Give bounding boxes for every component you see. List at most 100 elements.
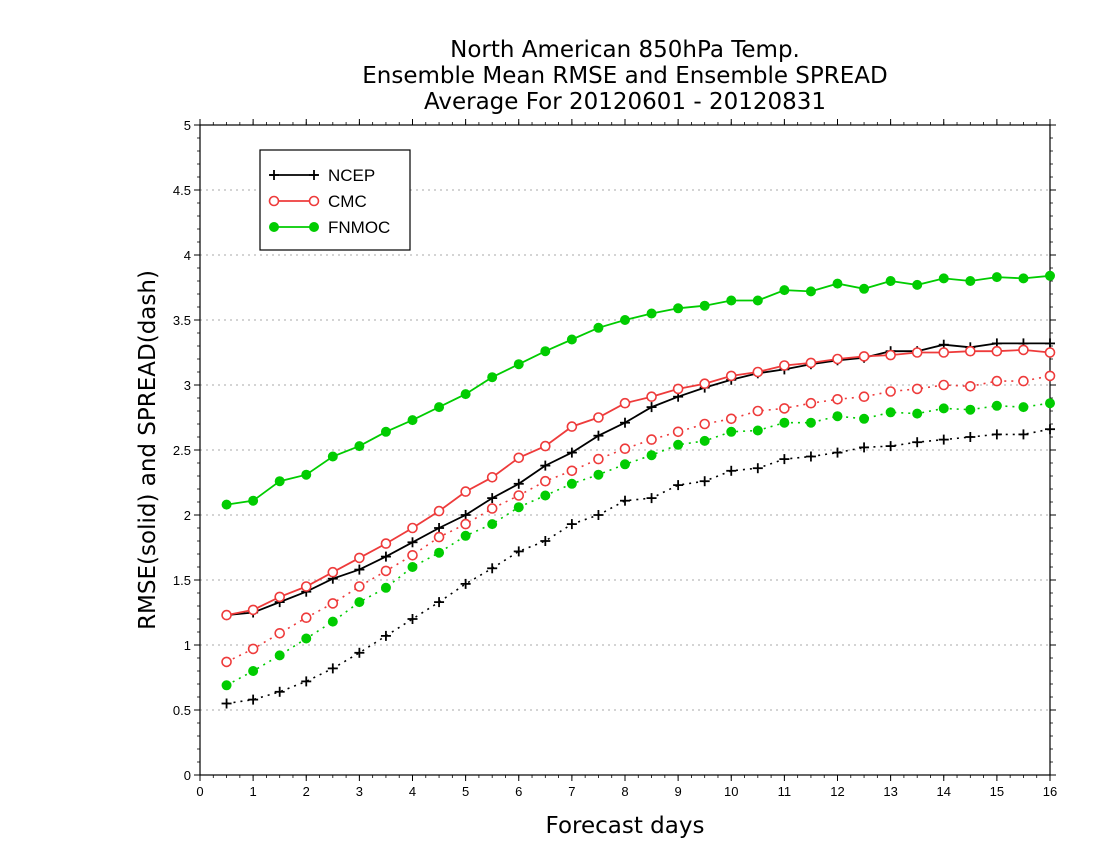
x-tick-label-0: 0 [196,784,203,799]
point-fnmoc-spread-31 [1045,398,1055,409]
point-ncep-spread-14 [593,510,604,520]
legend-box [259,149,411,251]
point-cmc-rmse-8 [433,505,445,517]
y-tick-label-4: 2 [184,508,191,523]
point-cmc-rmse-7 [407,522,418,534]
point-cmc-spread-19 [725,413,737,425]
point-cmc-rmse-19 [725,370,737,382]
point-ncep-spread-10 [487,563,498,574]
point-ncep-spread-3 [301,676,312,687]
point-ncep-spread-27 [938,434,949,445]
legend-marker-cmc-a [268,195,280,207]
point-ncep-rmse-8 [434,523,445,533]
point-ncep-rmse-9 [460,510,471,520]
point-cmc-spread-22 [805,397,817,409]
point-ncep-spread-15 [620,495,630,506]
point-ncep-spread-26 [912,437,923,448]
y-tick-label-0: 0 [184,768,191,783]
point-fnmoc-spread-7 [407,562,418,572]
series-ncep-rmse [221,338,1055,621]
point-cmc-rmse-15 [619,397,631,409]
point-fnmoc-rmse-0 [221,499,232,510]
title-line-3: Average For 20120601 - 20120831 [424,89,826,115]
point-ncep-spread-11 [513,546,524,557]
point-fnmoc-spread-21 [779,417,790,428]
x-tick-label-10: 10 [724,784,738,799]
point-fnmoc-rmse-5 [354,441,365,452]
point-fnmoc-spread-11 [513,502,524,513]
point-cmc-spread-18 [699,418,710,430]
point-cmc-spread-4 [327,598,339,609]
point-fnmoc-spread-22 [805,417,816,428]
point-cmc-rmse-12 [540,440,551,452]
y-tick-label-10: 5 [184,118,191,133]
x-tick-label-15: 15 [990,784,1004,799]
point-fnmoc-rmse-11 [513,359,524,370]
point-cmc-rmse-5 [354,552,365,564]
point-cmc-rmse-9 [460,486,471,497]
point-fnmoc-spread-5 [354,597,365,608]
series-line-cmc-rmse [226,348,1051,616]
point-fnmoc-rmse-31 [1045,270,1055,281]
series-cmc-spread [221,370,1056,668]
y-tick-label-2: 1 [184,638,191,653]
point-cmc-rmse-10 [486,471,498,483]
point-ncep-rmse-14 [593,430,604,441]
point-cmc-spread-30 [1018,375,1029,387]
point-fnmoc-rmse-13 [566,334,577,345]
chart-title: North American 850hPa Temp. Ensemble Mea… [362,37,887,115]
point-fnmoc-rmse-23 [832,278,843,289]
point-fnmoc-rmse-26 [912,279,923,290]
y-tick-label-1: 0.5 [173,703,191,718]
legend-marker-ncep-b [309,170,319,180]
y-tick-label-6: 3 [184,378,191,393]
point-cmc-rmse-24 [858,351,870,362]
x-tick-label-13: 13 [883,784,897,799]
point-fnmoc-rmse-12 [540,346,551,357]
point-fnmoc-spread-24 [859,413,870,424]
point-ncep-spread-12 [540,536,551,546]
point-ncep-spread-23 [832,447,843,458]
point-cmc-rmse-23 [832,353,843,365]
x-tick-label-2: 2 [303,784,310,799]
point-fnmoc-rmse-8 [434,402,445,413]
point-cmc-spread-0 [221,656,232,668]
point-fnmoc-spread-15 [620,459,630,470]
point-ncep-spread-9 [460,578,471,589]
series-fnmoc-rmse [221,270,1055,510]
point-fnmoc-spread-6 [380,582,391,593]
point-ncep-spread-2 [274,686,285,697]
point-fnmoc-rmse-14 [593,322,604,333]
point-cmc-spread-28 [965,380,976,392]
legend-label-ncep: NCEP [328,166,375,185]
point-fnmoc-spread-20 [752,425,763,436]
point-ncep-spread-19 [726,465,737,476]
point-ncep-spread-6 [380,630,391,641]
x-tick-label-6: 6 [515,784,522,799]
series-line-fnmoc-rmse [226,274,1051,506]
point-fnmoc-rmse-22 [805,286,816,297]
point-fnmoc-rmse-1 [248,495,259,506]
point-ncep-spread-0 [221,698,232,709]
point-cmc-spread-9 [460,518,471,530]
point-ncep-spread-7 [407,614,418,624]
point-ncep-spread-28 [965,432,976,442]
x-tick-label-7: 7 [568,784,575,799]
point-cmc-spread-24 [858,391,870,403]
y-axis-label: RMSE(solid) and SPREAD(dash) [135,270,161,630]
point-fnmoc-rmse-2 [274,476,285,487]
point-fnmoc-rmse-21 [779,285,790,296]
point-ncep-spread-21 [779,454,790,465]
point-ncep-rmse-12 [540,460,551,471]
point-fnmoc-spread-23 [832,411,843,422]
x-tick-label-8: 8 [621,784,628,799]
point-cmc-rmse-16 [646,391,657,403]
point-fnmoc-rmse-15 [620,315,630,325]
point-cmc-spread-12 [540,475,551,487]
point-ncep-rmse-6 [380,551,391,562]
point-fnmoc-spread-0 [221,680,232,691]
series-ncep-spread [221,424,1055,709]
point-cmc-spread-25 [885,386,896,397]
point-fnmoc-spread-27 [938,403,949,414]
